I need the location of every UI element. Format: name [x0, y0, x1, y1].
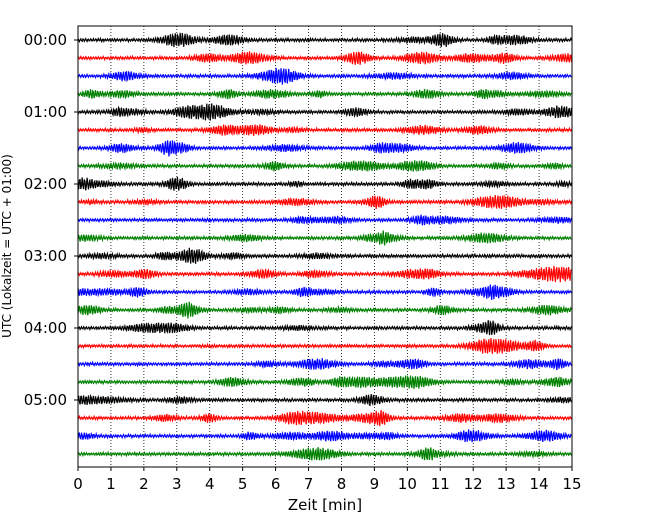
- x-tick-label: 2: [139, 475, 149, 493]
- trace-line: [77, 393, 573, 407]
- trace-line: [77, 124, 573, 137]
- x-tick-label: 7: [304, 475, 314, 493]
- x-tick-label: 11: [431, 475, 450, 493]
- trace-line: [77, 51, 573, 65]
- trace-line: [77, 67, 572, 85]
- x-tick-label: 14: [530, 475, 549, 493]
- trace-line: [77, 265, 573, 283]
- trace-line: [77, 214, 573, 226]
- y-tick-label: 03:00: [24, 247, 67, 265]
- trace-line: [77, 103, 573, 121]
- x-tick-label: 13: [497, 475, 516, 493]
- trace-line: [77, 284, 573, 300]
- y-axis-label: UTC (Lokalzeit = UTC + 01:00): [0, 154, 14, 338]
- trace-line: [77, 88, 572, 100]
- x-tick-label: 10: [398, 475, 417, 493]
- trace-line: [77, 374, 573, 390]
- x-tick-label: 6: [271, 475, 281, 493]
- seismic-traces: [77, 32, 573, 461]
- trace-line: [77, 358, 573, 371]
- trace-line: [77, 301, 573, 319]
- y-tick-label: 01:00: [24, 103, 67, 121]
- x-tick-label: 15: [562, 475, 581, 493]
- x-axis-ticks: 0 1 2 3 4 5 6 7 8 9 10 11 12 13 14 15: [73, 467, 582, 493]
- trace-line: [77, 338, 572, 354]
- x-tick-label: 5: [238, 475, 248, 493]
- trace-line: [77, 230, 572, 246]
- x-tick-label: 9: [370, 475, 380, 493]
- trace-line: [77, 140, 573, 157]
- trace-line: [77, 429, 572, 443]
- trace-line: [77, 159, 572, 173]
- trace-line: [77, 32, 573, 48]
- y-tick-label: 04:00: [24, 319, 67, 337]
- y-tick-label: 05:00: [24, 391, 67, 409]
- trace-line: [77, 194, 573, 210]
- x-tick-label: 0: [73, 475, 83, 493]
- x-tick-label: 12: [464, 475, 483, 493]
- trace-line: [77, 247, 573, 264]
- x-axis-label: Zeit [min]: [288, 496, 362, 514]
- y-axis-ticks: 00:00 01:00 02:00 03:00 04:00 05:00: [24, 31, 78, 409]
- y-tick-label: 02:00: [24, 175, 67, 193]
- trace-line: [77, 176, 573, 191]
- x-tick-label: 8: [337, 475, 347, 493]
- x-tick-label: 3: [172, 475, 182, 493]
- y-tick-label: 00:00: [24, 31, 67, 49]
- trace-line: [77, 410, 573, 427]
- x-tick-label: 1: [106, 475, 116, 493]
- plot-frame: [77, 25, 573, 468]
- x-tick-label: 4: [205, 475, 215, 493]
- trace-line: [77, 447, 573, 461]
- trace-line: [77, 319, 573, 336]
